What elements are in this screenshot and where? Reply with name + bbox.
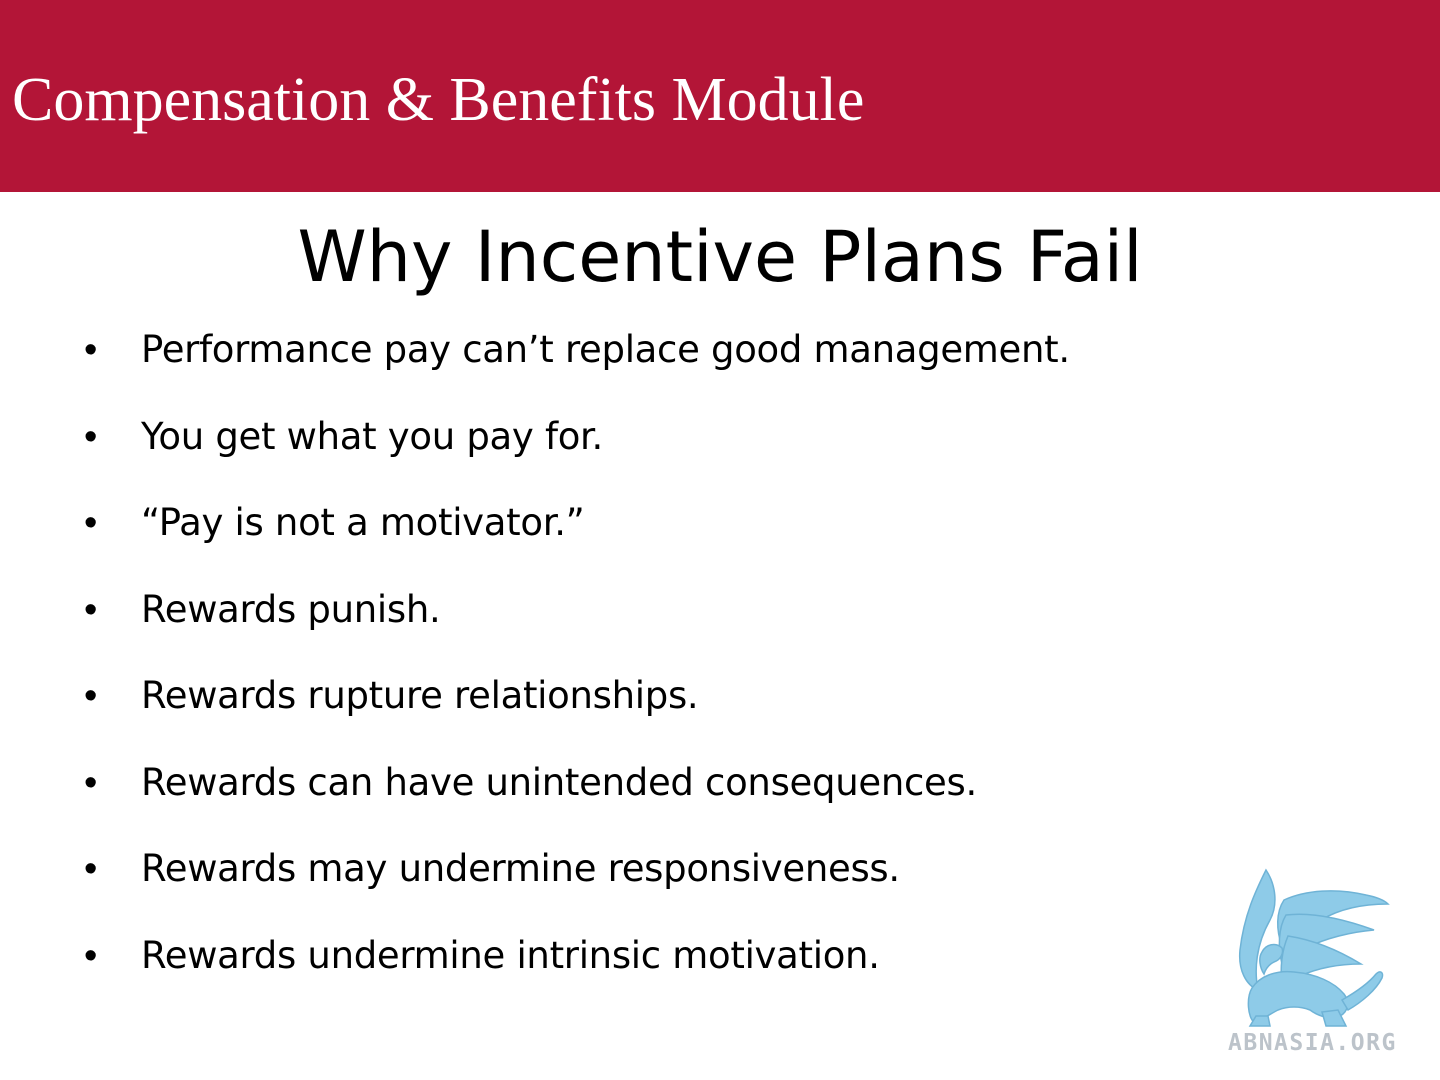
bullet-list: • Performance pay can’t replace good man… [84,318,1070,1010]
module-title: Compensation & Benefits Module [12,66,865,134]
logo-text: ABNASIA.ORG [1228,1030,1397,1056]
bullet-dot: • [84,329,98,371]
header-band: Compensation & Benefits Module [0,0,1440,192]
list-item: • Rewards undermine intrinsic motivation… [84,924,1070,1011]
list-item: • You get what you pay for. [84,405,1070,492]
list-item: • Performance pay can’t replace good man… [84,318,1070,405]
list-item: • Rewards rupture relationships. [84,664,1070,751]
bullet-text: Rewards punish. [141,587,441,631]
list-item: • Rewards can have unintended consequenc… [84,751,1070,838]
griffin-icon [1238,868,1390,1027]
bullet-dot: • [84,588,98,631]
list-item: • Rewards may undermine responsiveness. [84,837,1070,924]
bullet-text: Rewards undermine intrinsic motivation. [141,933,880,977]
bullet-text: Rewards may undermine responsiveness. [141,847,900,890]
bullet-text: Performance pay can’t replace good manag… [141,328,1070,371]
bullet-dot: • [84,415,98,458]
bullet-text: Rewards can have unintended consequences… [141,760,977,804]
bullet-dot: • [84,502,98,544]
bullet-dot: • [84,934,98,977]
list-item: • “Pay is not a motivator.” [84,491,1070,578]
bullet-text: Rewards rupture relationships. [141,674,699,717]
bullet-dot: • [84,761,98,804]
slide-title: Why Incentive Plans Fail [297,216,1143,298]
bullet-text: “Pay is not a motivator.” [141,501,585,544]
logo: ABNASIA.ORG [1222,860,1418,1060]
bullet-dot: • [84,675,98,717]
bullet-text: You get what you pay for. [141,414,604,458]
list-item: • Rewards punish. [84,578,1070,665]
bullet-dot: • [84,848,98,890]
